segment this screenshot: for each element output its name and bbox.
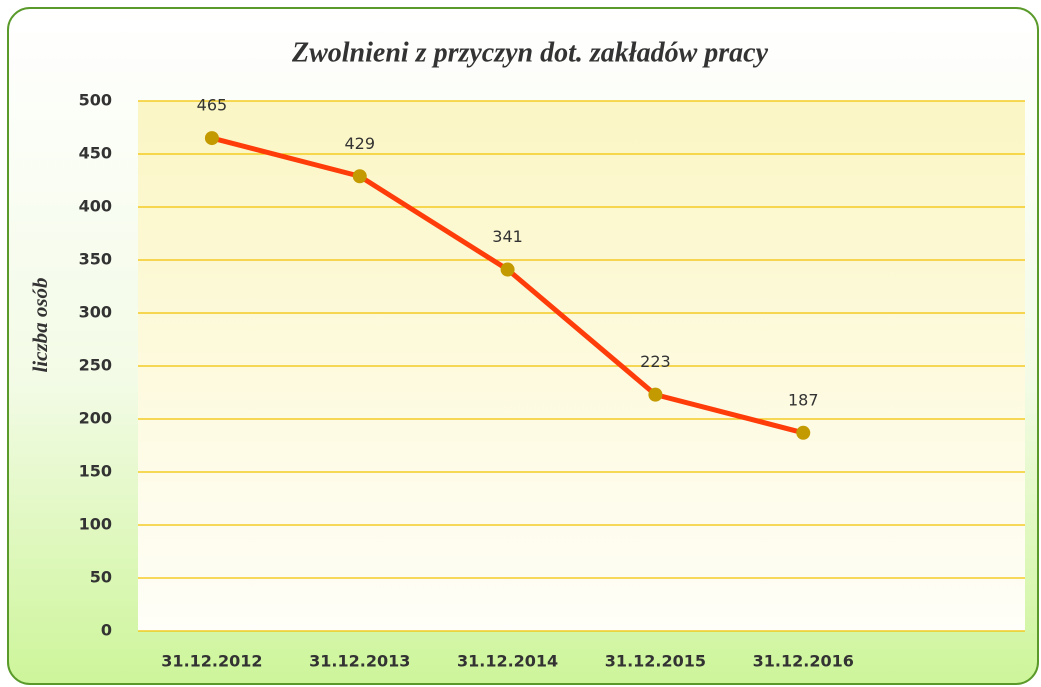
x-tick-label: 31.12.2015 (605, 652, 706, 671)
y-tick-label: 300 (79, 303, 112, 322)
data-label: 465 (197, 96, 228, 115)
marker (648, 387, 663, 402)
data-label: 341 (492, 227, 523, 246)
data-label: 429 (344, 134, 375, 153)
marker (204, 131, 219, 146)
y-tick-label: 0 (101, 621, 112, 640)
y-tick-label: 150 (79, 462, 112, 481)
marker (352, 169, 367, 184)
x-tick-label: 31.12.2012 (161, 652, 262, 671)
y-tick-label: 100 (79, 515, 112, 534)
data-label: 223 (640, 352, 671, 371)
x-tick-label: 31.12.2013 (309, 652, 410, 671)
x-tick-label: 31.12.2014 (457, 652, 558, 671)
marker (500, 262, 515, 277)
data-label: 187 (788, 390, 819, 409)
y-tick-label: 200 (79, 409, 112, 428)
y-tick-label: 250 (79, 356, 112, 375)
y-tick-label: 50 (90, 568, 112, 587)
y-tick-label: 400 (79, 197, 112, 216)
y-tick-label: 350 (79, 250, 112, 269)
marker (796, 425, 811, 440)
y-axis-label: liczba osób (28, 277, 52, 372)
y-tick-label: 450 (79, 144, 112, 163)
chart-title: Zwolnieni z przyczyn dot. zakładów pracy (291, 37, 769, 68)
x-tick-label: 31.12.2016 (753, 652, 854, 671)
y-tick-label: 500 (79, 91, 112, 110)
